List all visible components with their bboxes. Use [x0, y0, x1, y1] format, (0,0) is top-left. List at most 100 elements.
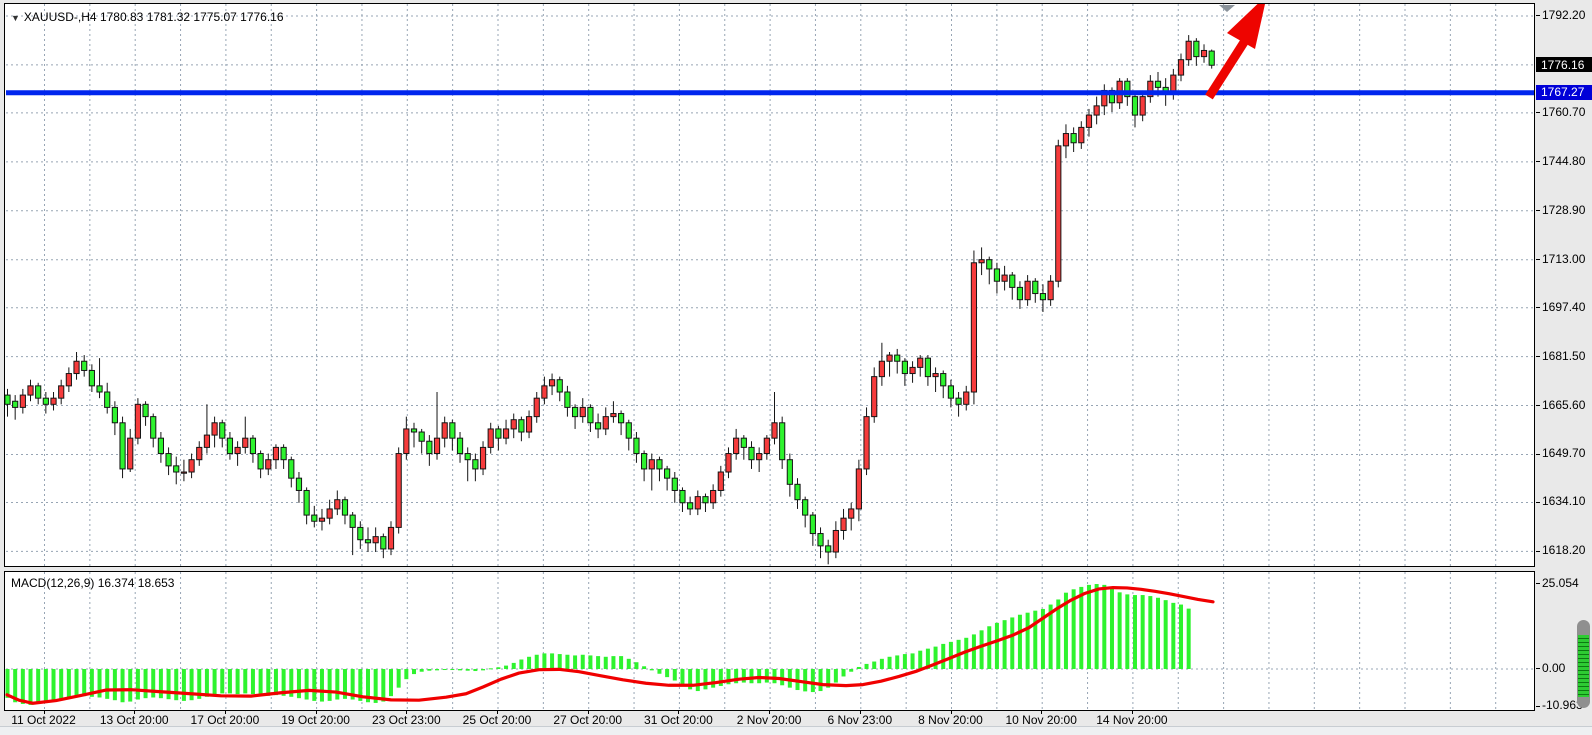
- candle-body: [157, 437, 165, 455]
- candle-body: [602, 416, 609, 430]
- symbol-dropdown-icon[interactable]: ▼: [11, 13, 20, 23]
- candle-body: [1139, 96, 1146, 116]
- candle-body: [142, 403, 149, 418]
- time-axis-label: 2 Nov 20:00: [736, 713, 802, 727]
- candle-body: [303, 489, 310, 516]
- candle-body: [533, 397, 540, 418]
- candle-body: [978, 259, 985, 264]
- candle-body: [288, 459, 295, 479]
- time-axis-tick: [859, 710, 861, 714]
- candle-body: [372, 536, 379, 544]
- macd-bar: [473, 669, 478, 672]
- price-chart[interactable]: [5, 4, 1534, 566]
- candle-body: [111, 406, 118, 424]
- price-axis-label: 1649.70: [1536, 446, 1585, 460]
- chart-header: ▼ XAUUSD-,H4 1780.83 1781.32 1775.07 1776…: [11, 10, 284, 24]
- macd-bar: [281, 669, 286, 696]
- candle-body: [1085, 114, 1093, 128]
- time-axis-tick: [134, 710, 136, 714]
- macd-axis-label: 0.00: [1536, 661, 1565, 675]
- macd-bar: [1056, 599, 1061, 669]
- macd-bar: [365, 669, 370, 703]
- candle-body: [756, 453, 763, 461]
- symbol-timeframe-label: XAUUSD-,H4: [23, 10, 97, 24]
- macd-bar: [189, 669, 194, 701]
- candle-body: [326, 508, 333, 519]
- candle-body: [548, 379, 556, 387]
- macd-bar: [504, 665, 509, 669]
- macd-signal-line: [5, 585, 1215, 705]
- macd-bar: [43, 669, 48, 703]
- candle-body: [134, 403, 141, 439]
- macd-bar: [450, 669, 455, 671]
- candle-body: [886, 354, 893, 362]
- price-axis-label: 1665.60: [1536, 398, 1585, 412]
- macd-name: MACD(12,26,9): [11, 576, 95, 590]
- macd-bar: [1102, 584, 1107, 669]
- candle-body: [594, 422, 602, 430]
- candle-body: [35, 385, 42, 399]
- macd-bar: [1002, 620, 1007, 669]
- trend-arrow-shaft[interactable]: [1205, 33, 1252, 100]
- macd-bar: [1148, 596, 1153, 669]
- macd-bar: [435, 669, 440, 671]
- candle-body: [1154, 80, 1162, 88]
- candle-body: [510, 419, 517, 430]
- macd-indicator-panel[interactable]: MACD(12,26,9) 16.374 18.653: [4, 571, 1535, 711]
- time-axis-tick: [587, 710, 589, 714]
- macd-bar: [319, 669, 324, 702]
- macd-bar: [51, 669, 56, 701]
- macd-bar: [204, 669, 209, 697]
- candle-body: [341, 499, 349, 516]
- macd-bar: [1156, 597, 1160, 669]
- macd-chart[interactable]: [5, 572, 1534, 710]
- macd-bar: [902, 654, 907, 669]
- candle-body: [932, 373, 939, 378]
- macd-bar: [89, 669, 94, 697]
- candle-body: [809, 514, 816, 535]
- candle-body: [641, 453, 648, 470]
- macd-bar: [703, 669, 708, 690]
- candle-body: [802, 499, 809, 516]
- time-axis[interactable]: 11 Oct 2022 13 Oct 20:00 17 Oct 20:00 19 Oc…: [0, 710, 1536, 727]
- candle-body: [1185, 40, 1192, 61]
- macd-bar: [964, 637, 969, 669]
- candle-body: [1039, 293, 1047, 301]
- macd-bar: [97, 669, 102, 698]
- candle-body: [794, 483, 801, 501]
- macd-bar: [1025, 612, 1030, 669]
- macd-bar: [243, 669, 248, 694]
- price-chart-panel[interactable]: ▼ XAUUSD-,H4 1780.83 1781.32 1775.07 1776…: [4, 3, 1535, 567]
- macd-bar: [174, 669, 179, 701]
- macd-bar: [948, 641, 953, 669]
- scroll-marker-icon[interactable]: [1219, 5, 1235, 12]
- price-axis[interactable]: 1776.16 1767.27 1792.20 1760.70 1744.80 172…: [1536, 0, 1592, 726]
- macd-bar: [603, 656, 608, 669]
- macd-bar: [258, 669, 263, 696]
- macd-bar: [573, 655, 578, 669]
- macd-bar: [849, 669, 854, 672]
- candle-body: [901, 360, 908, 375]
- macd-bar: [13, 669, 18, 703]
- macd-bar: [1063, 592, 1068, 669]
- scrollbar-thumb[interactable]: [1577, 620, 1590, 708]
- candle-body: [525, 416, 533, 433]
- candle-body: [150, 416, 157, 439]
- candle-body: [81, 360, 88, 371]
- candle-body: [970, 262, 978, 393]
- macd-bar: [695, 669, 700, 692]
- macd-bar: [550, 653, 555, 669]
- macd-bar: [273, 669, 278, 696]
- candle-body: [449, 422, 456, 439]
- macd-bar: [810, 669, 815, 693]
- candle-body: [65, 373, 72, 387]
- time-axis-label: 8 Nov 20:00: [918, 713, 983, 727]
- candle-body: [426, 440, 433, 455]
- macd-bar: [910, 653, 915, 669]
- time-axis-label: 17 Oct 20:00: [190, 713, 260, 727]
- candle-body: [318, 517, 326, 522]
- macd-bar: [580, 654, 585, 669]
- macd-bar: [458, 669, 463, 671]
- candle-body: [702, 496, 709, 504]
